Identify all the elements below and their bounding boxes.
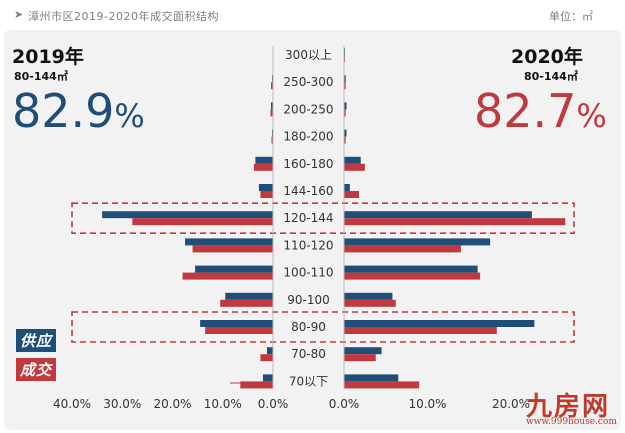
right-share-number: 82.7 (474, 84, 577, 138)
bar-2020-supply-cat-7 (344, 238, 491, 246)
legend-deal: 成交 (16, 358, 57, 381)
bar-2019-deal-cat-9 (220, 299, 273, 307)
bar-2020-deal-cat-12 (344, 381, 420, 389)
bar-2019-deal-cat-8 (182, 272, 273, 280)
bar-2019-deal-cat-7 (192, 245, 273, 253)
bar-2019-supply-cat-5 (258, 184, 273, 191)
bar-2019-supply-cat-2 (270, 102, 273, 110)
bar-2019-deal-cat-12 (240, 381, 273, 389)
bar-2019-deal-cat-5 (260, 191, 273, 198)
category-label-cat-2: 200-250 (283, 102, 333, 116)
category-label-cat-6: 120-144 (283, 211, 333, 225)
title-chevron-icon: ➤ (14, 8, 24, 21)
category-label-cat-5: 144-160 (283, 184, 333, 198)
bar-2020-supply-cat-3 (344, 129, 347, 137)
category-label-cat-9: 90-100 (287, 293, 330, 307)
left-range: 80-144㎡ (14, 70, 68, 83)
bar-2019-supply-cat-11 (266, 347, 273, 355)
page-title: 漳州市区2019-2020年成交面积结构 (28, 10, 219, 23)
category-label-cat-3: 180-200 (283, 130, 333, 144)
bar-2019-deal-cat-4 (253, 163, 273, 171)
bar-2019-deal-cat-11 (260, 354, 273, 362)
category-label-cat-12: 70以下 (289, 374, 328, 388)
bar-2020-supply-cat-11 (344, 347, 382, 355)
bar-2019-deal-cat-2 (270, 109, 273, 117)
bar-2019-supply-cat-7 (185, 238, 273, 246)
right-tick-label-2: 20.0% (492, 397, 530, 411)
bar-2020-deal-cat-10 (344, 327, 497, 334)
highlight-box-cat-10 (71, 311, 575, 343)
category-label-cat-7: 110-120 (283, 238, 333, 252)
bar-2019-supply-cat-1 (271, 75, 273, 83)
bar-2019-deal-cat-6 (132, 218, 273, 226)
bar-2020-deal-cat-4 (344, 163, 365, 171)
bar-2020-supply-cat-10 (344, 320, 535, 327)
bar-2020-deal-cat-8 (344, 272, 481, 280)
bar-2020-deal-cat-9 (344, 299, 396, 307)
bar-2019-supply-cat-12 (262, 374, 273, 382)
category-label-cat-1: 250-300 (283, 75, 333, 89)
bar-2019-deal-cat-3 (271, 136, 273, 144)
bar-2020-deal-cat-7 (344, 245, 461, 253)
bar-2019-supply-cat-3 (271, 129, 273, 137)
chart-panel (4, 30, 621, 430)
bar-2020-deal-cat-2 (344, 109, 346, 117)
bar-2020-deal-cat-1 (344, 82, 346, 90)
legend-supply: 供应 (16, 329, 57, 352)
category-label-cat-8: 100-110 (283, 266, 333, 280)
bar-2019-supply-cat-8 (195, 265, 273, 273)
bar-2020-deal-cat-6 (344, 218, 566, 226)
left-share-percent: % (114, 97, 145, 135)
bar-2019-supply-cat-6 (102, 211, 274, 219)
left-tick-label-3: 10.0% (204, 397, 242, 411)
right-year: 2020年 (511, 46, 583, 68)
bar-2020-supply-cat-2 (344, 102, 347, 110)
bar-2019-deal-cat-1 (270, 82, 273, 90)
right-range: 80-144㎡ (524, 70, 578, 83)
bar-2020-deal-cat-11 (344, 354, 376, 362)
watermark-brand: 九房网 (526, 392, 611, 422)
right-share-value: 82.7% (474, 88, 607, 134)
category-label-cat-10: 80-90 (291, 320, 326, 334)
bar-2020-supply-cat-8 (344, 265, 478, 273)
highlight-box-cat-6 (71, 202, 575, 234)
bar-2020-supply-cat-9 (344, 292, 393, 300)
right-share-percent: % (576, 97, 607, 135)
left-tick-label-4: 0.0% (258, 397, 289, 411)
category-label-cat-11: 70-80 (291, 347, 326, 361)
left-share-number: 82.9 (12, 84, 115, 138)
bar-2020-supply-cat-4 (344, 156, 361, 164)
bar-2019-deal-cat-10 (205, 327, 273, 334)
right-tick-label-0: 0.0% (329, 397, 360, 411)
bar-2019-supply-cat-10 (200, 320, 273, 327)
bar-2020-supply-cat-12 (344, 374, 399, 382)
bar-2020-supply-cat-5 (344, 184, 350, 191)
bar-2020-supply-cat-1 (344, 75, 346, 83)
bar-2020-supply-cat-6 (344, 211, 532, 219)
bar-2019-supply-cat-4 (255, 156, 273, 164)
right-tick-label-1: 10.0% (408, 397, 446, 411)
left-tick-label-1: 30.0% (103, 397, 141, 411)
bar-2020-deal-cat-3 (344, 136, 346, 144)
bar-2019-supply-cat-9 (225, 292, 273, 300)
left-tick-label-0: 40.0% (53, 397, 91, 411)
unit-label: 单位：㎡ (549, 10, 593, 23)
bar-2020-deal-cat-5 (344, 191, 360, 198)
left-share-value: 82.9% (12, 88, 145, 134)
category-label-cat-4: 160-180 (283, 157, 333, 171)
category-label-cat-0: 300以上 (285, 48, 332, 62)
left-year: 2019年 (12, 46, 84, 68)
watermark-url: www.999house.com (526, 417, 617, 427)
left-tick-label-2: 20.0% (153, 397, 191, 411)
